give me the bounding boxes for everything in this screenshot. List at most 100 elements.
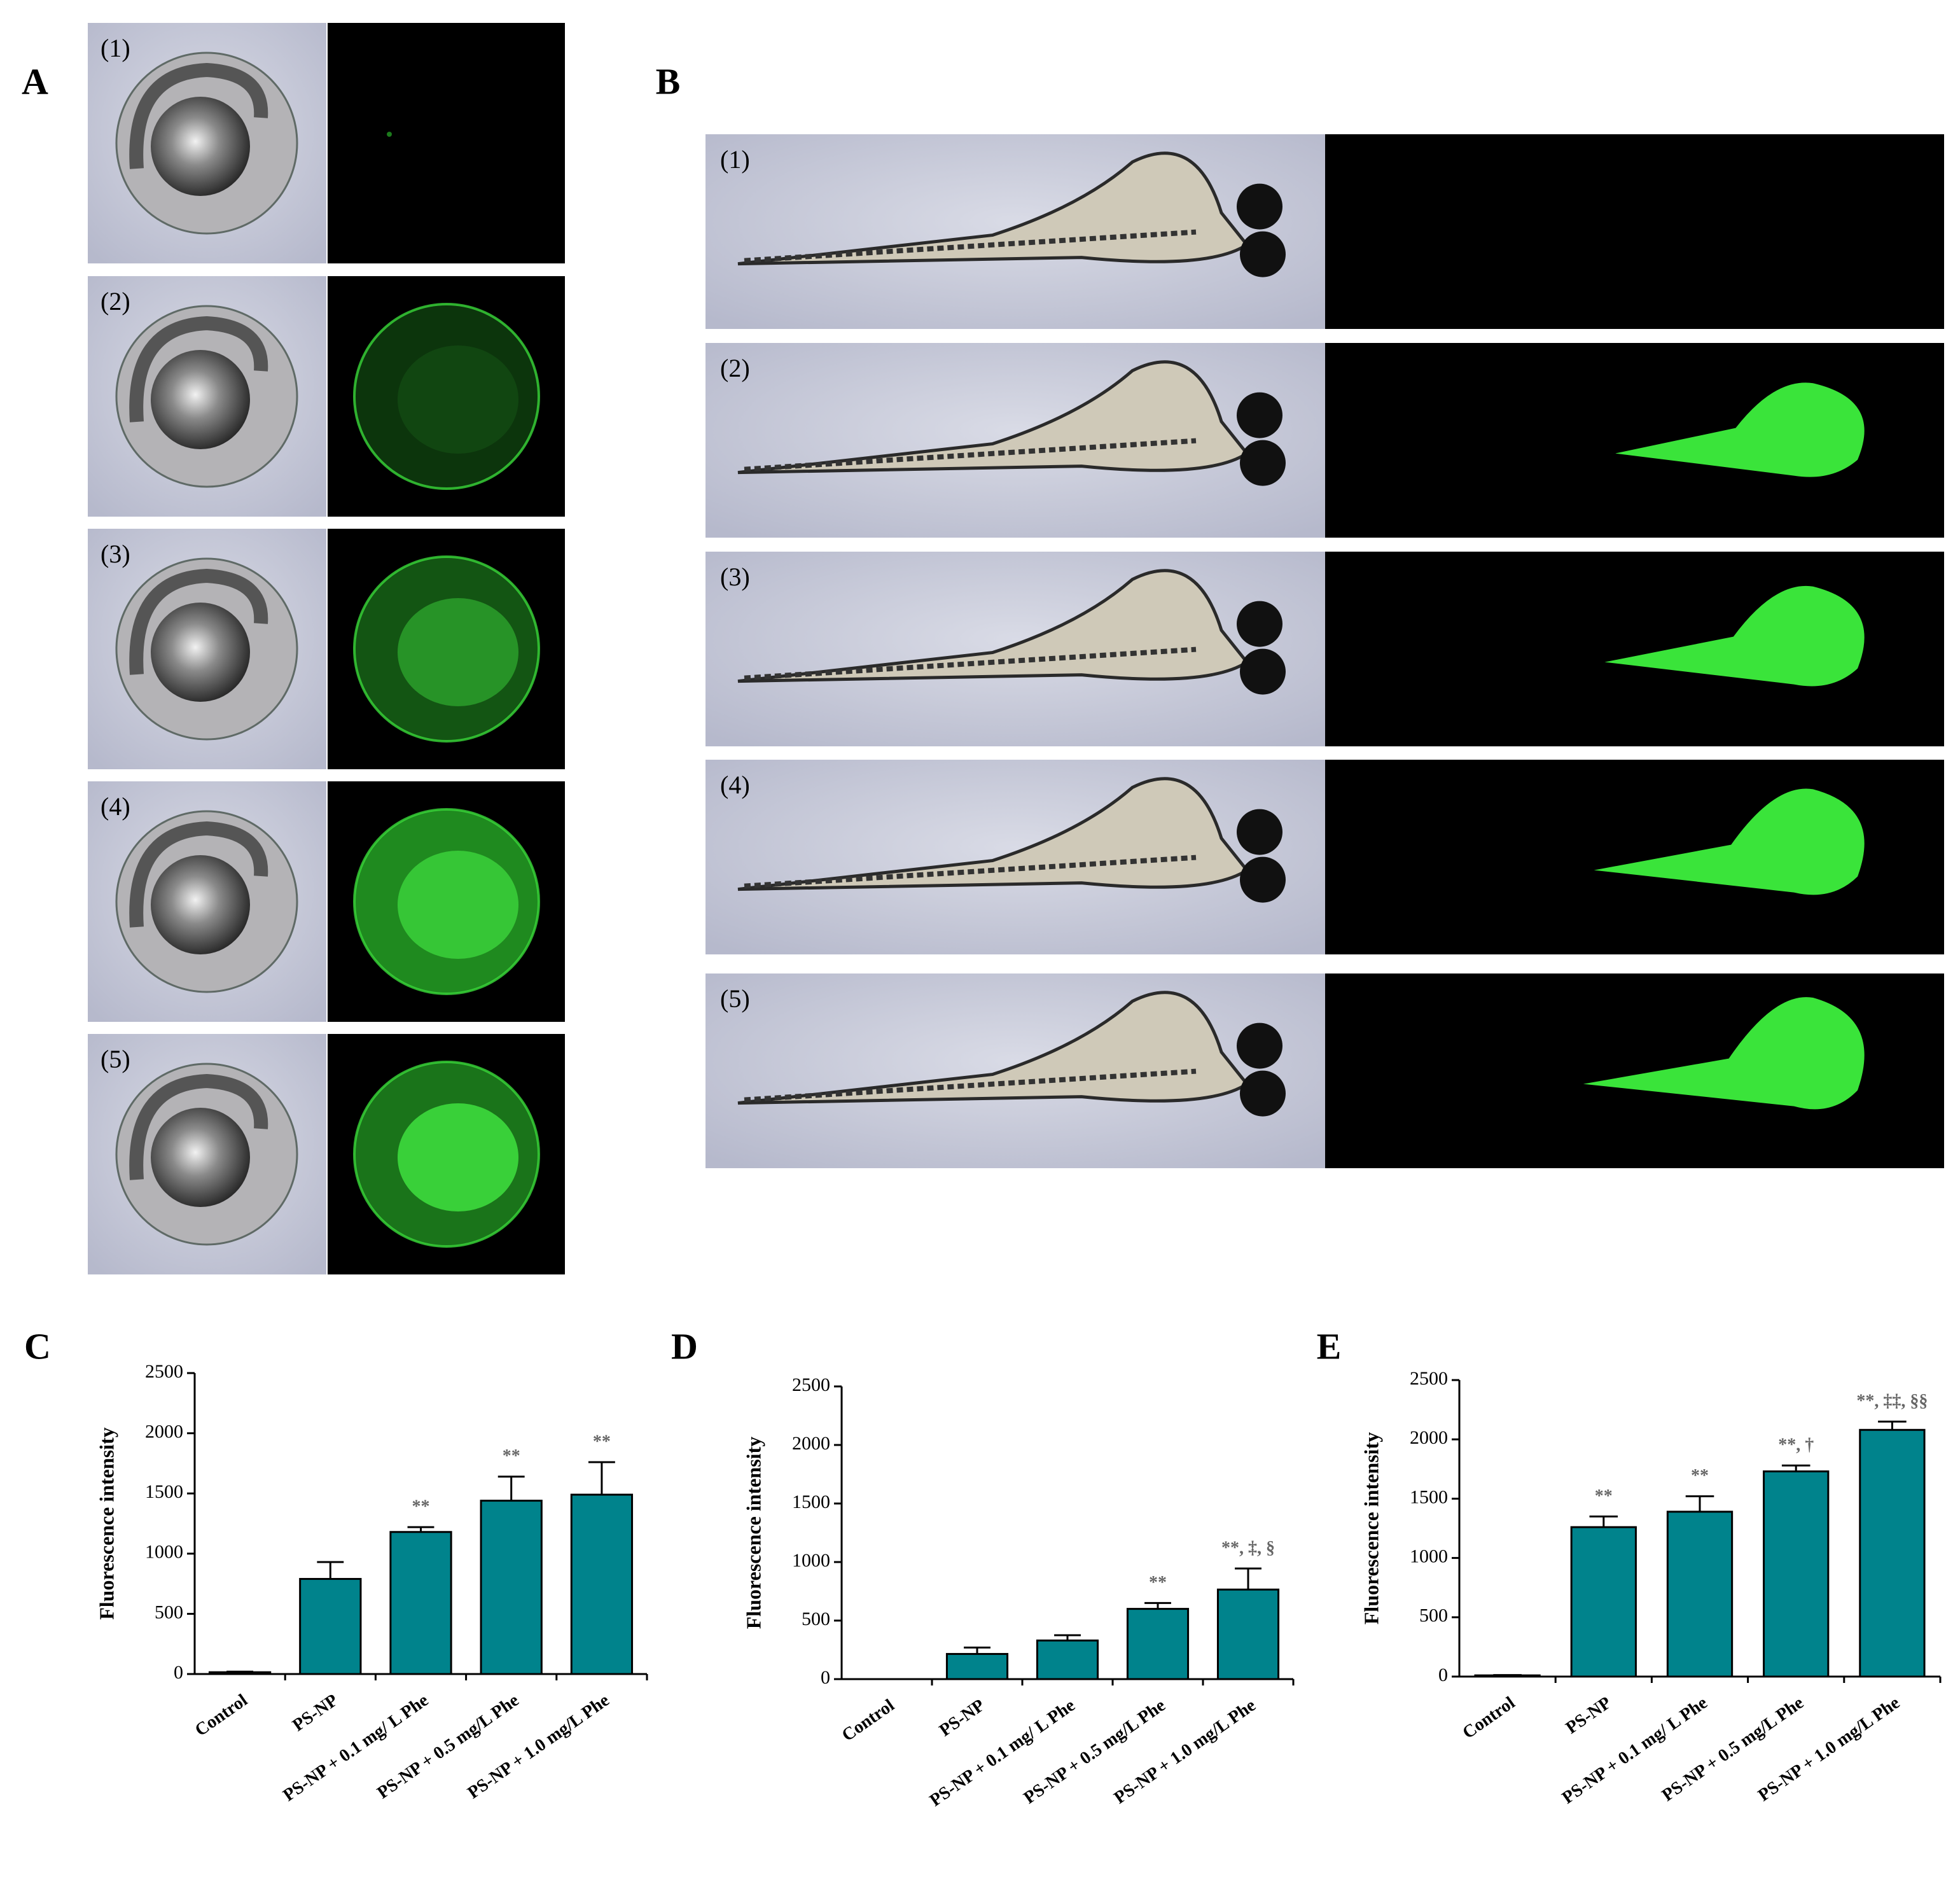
significance-label: **	[1595, 1486, 1613, 1506]
panel-label: C	[24, 1325, 51, 1367]
x-tick-label: PS-NP	[936, 1696, 989, 1741]
image-label: (3)	[101, 540, 130, 568]
image-label: (4)	[720, 771, 750, 799]
y-tick-label: 500	[802, 1608, 830, 1629]
embryo-yolk	[151, 855, 250, 954]
larva-eye	[1240, 440, 1286, 486]
y-tick-label: 0	[174, 1662, 183, 1683]
significance-label: **	[1691, 1466, 1709, 1486]
image-label: (5)	[720, 984, 750, 1013]
y-tick-label: 500	[155, 1601, 183, 1622]
embryo-body	[129, 821, 268, 928]
image-label: (2)	[101, 287, 130, 316]
panel-label: E	[1317, 1325, 1342, 1367]
bar	[389, 1531, 452, 1675]
y-tick-label: 2000	[145, 1421, 183, 1442]
y-axis-title: Fluorescence intensity	[1359, 1432, 1382, 1624]
embryo-body	[129, 1073, 268, 1180]
larva-body	[737, 991, 1249, 1105]
fluorescent-yolk	[398, 345, 518, 454]
significance-label: **, †	[1778, 1435, 1814, 1455]
embryo-yolk	[151, 603, 250, 702]
image-label: (1)	[720, 145, 750, 174]
fluorescent-chorion	[353, 555, 540, 743]
x-tick-label: Control	[191, 1690, 251, 1740]
y-tick-label: 1500	[145, 1481, 183, 1502]
bar	[1666, 1511, 1734, 1678]
x-tick-label: PS-NP + 0.1 mg/ L Phe	[279, 1691, 432, 1806]
y-tick-label: 2000	[1410, 1427, 1448, 1448]
image-label: (3)	[720, 562, 750, 591]
significance-label: **	[593, 1432, 611, 1451]
fluorescence-image	[1325, 134, 1944, 329]
fluorescent-gut	[1604, 585, 1865, 687]
significance-label: **	[1149, 1573, 1167, 1593]
y-tick-label: 0	[821, 1667, 830, 1688]
fluorescent-speck	[387, 132, 392, 137]
bar	[1859, 1428, 1926, 1678]
fluorescent-yolk	[398, 598, 518, 706]
y-axis-title: Fluorescence intensity	[742, 1437, 765, 1629]
fluorescent-chorion	[353, 303, 540, 490]
y-tick-label: 2500	[1410, 1368, 1448, 1389]
larva-eye	[1240, 1070, 1286, 1117]
significance-label: **	[503, 1446, 520, 1466]
embryo-body	[129, 62, 268, 169]
y-tick-label: 2000	[792, 1433, 830, 1454]
panel-label: D	[671, 1325, 698, 1367]
larva-body	[737, 360, 1249, 475]
embryo-yolk	[151, 350, 250, 449]
embryo-body	[129, 568, 268, 675]
bar	[1036, 1639, 1099, 1680]
image-label: (1)	[101, 34, 130, 62]
bar	[480, 1500, 543, 1675]
y-tick-label: 500	[1419, 1605, 1448, 1626]
y-tick-label: 1500	[792, 1491, 830, 1512]
larva-notochord	[744, 229, 1197, 263]
y-axis-title: Fluorescence intensity	[95, 1427, 118, 1619]
y-tick-label: 1000	[1410, 1546, 1448, 1566]
larva-eye	[1237, 392, 1282, 438]
embryo-body	[129, 316, 268, 422]
bar	[1216, 1588, 1280, 1680]
larva-eye	[1240, 231, 1286, 277]
image-label: (5)	[101, 1045, 130, 1073]
fluorescence-image	[328, 529, 565, 769]
fluorescence-image	[328, 23, 565, 263]
panel-label: A	[22, 60, 48, 102]
x-tick-label: PS-NP	[1562, 1693, 1615, 1738]
larva-notochord	[744, 855, 1197, 889]
image-label: (4)	[101, 792, 130, 821]
y-tick-label: 2500	[145, 1361, 183, 1382]
y-tick-label: 1000	[792, 1550, 830, 1571]
embryo-yolk	[151, 1108, 250, 1207]
larva-eye	[1237, 1022, 1282, 1069]
larva-notochord	[744, 646, 1197, 681]
larva-body	[737, 569, 1249, 683]
fluorescent-gut	[1583, 997, 1865, 1110]
larva-notochord	[744, 438, 1197, 472]
panel-label: B	[656, 60, 681, 102]
fluorescent-gut	[1594, 788, 1865, 895]
larva-eye	[1240, 856, 1286, 903]
bar	[570, 1493, 634, 1675]
larva-eye	[1237, 183, 1282, 230]
significance-label: **, ‡‡, §§	[1856, 1392, 1928, 1411]
larva-eye	[1240, 648, 1286, 695]
bar	[1763, 1470, 1830, 1678]
y-tick-label: 2500	[792, 1374, 830, 1395]
significance-label: **, ‡, §	[1221, 1539, 1275, 1558]
y-tick-label: 1000	[145, 1542, 183, 1563]
y-tick-label: 0	[1438, 1664, 1448, 1685]
embryo-yolk	[151, 97, 250, 196]
larva-eye	[1237, 809, 1282, 855]
bar	[1474, 1674, 1541, 1678]
x-tick-label: Control	[1459, 1692, 1519, 1743]
bar	[1570, 1526, 1637, 1678]
larva-eye	[1237, 601, 1282, 647]
larva-notochord	[744, 1068, 1197, 1103]
larva-body	[737, 151, 1249, 266]
bar	[945, 1652, 1009, 1680]
